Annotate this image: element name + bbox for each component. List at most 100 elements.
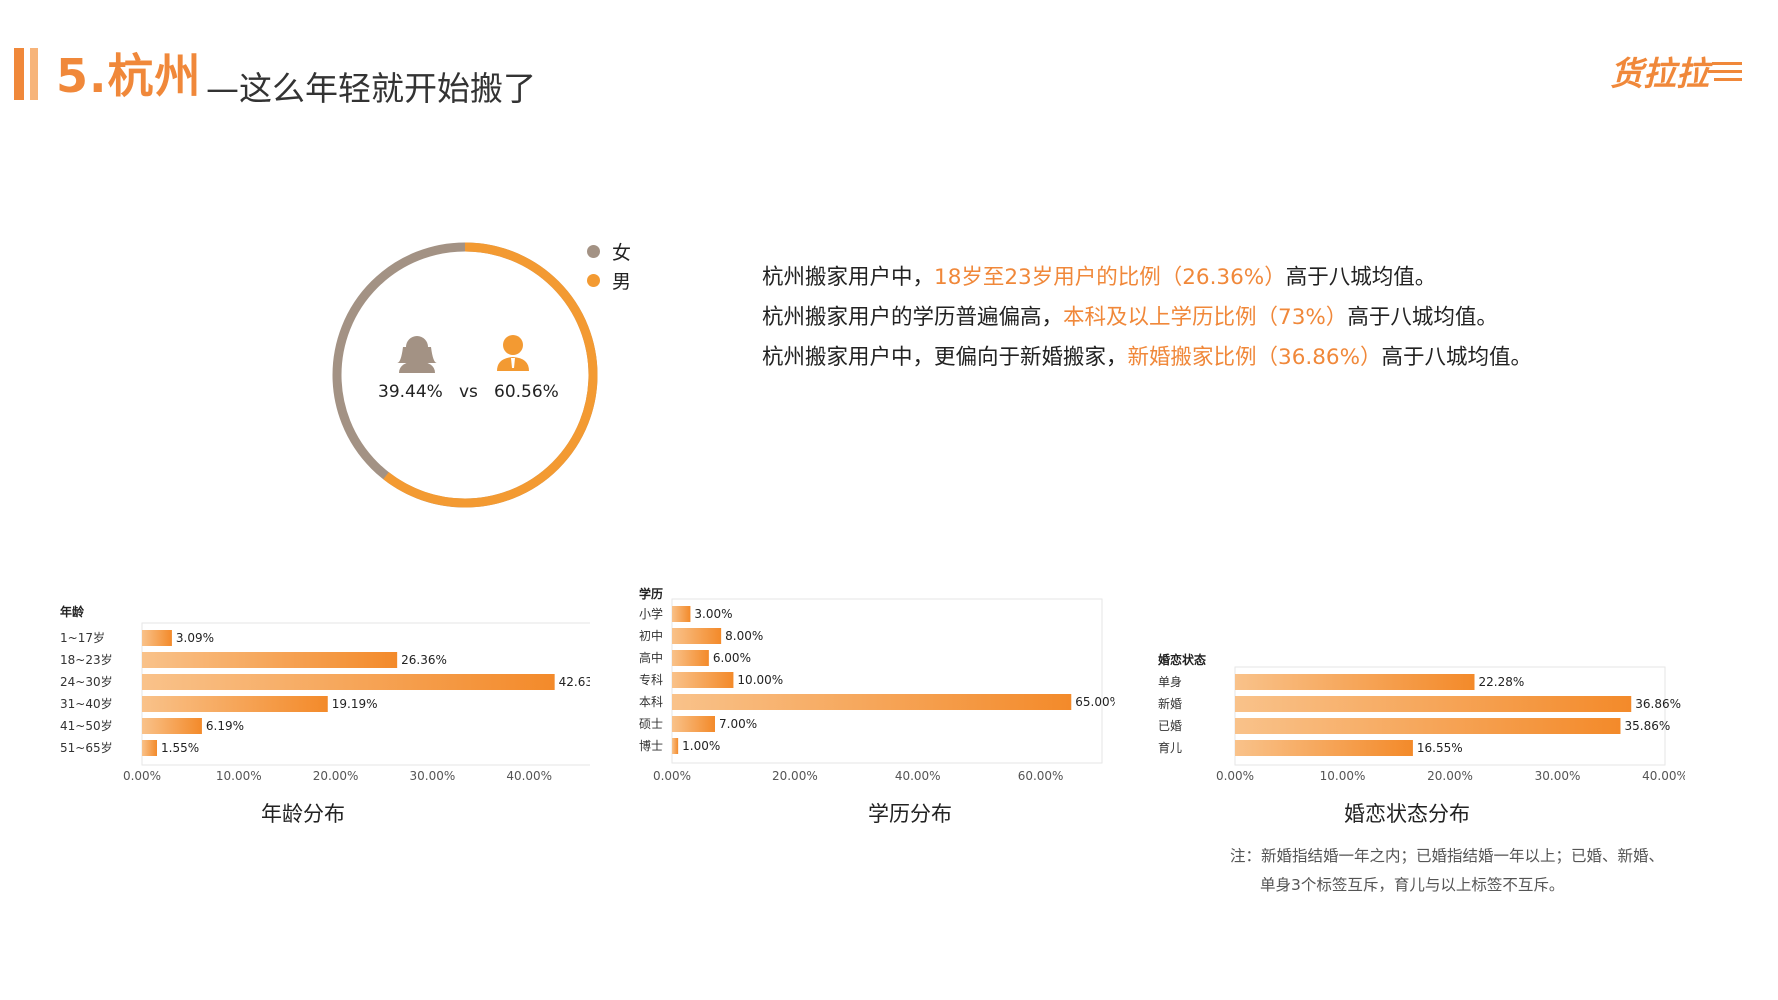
- category-label: 本科: [639, 695, 663, 709]
- bar: [672, 672, 734, 688]
- gender-legend: 女 男: [587, 237, 631, 295]
- tick-label: 0.00%: [653, 769, 691, 783]
- value-label: 8.00%: [725, 629, 763, 643]
- category-label: 51~65岁: [60, 740, 113, 755]
- note-line: 杭州搬家用户的学历普遍偏高，本科及以上学历比例（73%）高于八城均值。: [762, 305, 1498, 330]
- value-label: 16.55%: [1417, 741, 1463, 755]
- category-label: 18~23岁: [60, 652, 113, 667]
- tick-label: 20.00%: [313, 769, 359, 783]
- bar: [142, 718, 202, 734]
- axis-title: 婚恋状态: [1158, 652, 1206, 667]
- bar: [1235, 718, 1621, 734]
- category-label: 高中: [639, 650, 663, 665]
- page-subtitle: —这么年轻就开始搬了: [206, 69, 536, 108]
- education-chart-title: 学历分布: [868, 802, 952, 826]
- gender-donut: [332, 242, 598, 508]
- category-label: 新婚: [1158, 696, 1182, 711]
- value-label: 6.00%: [713, 651, 751, 665]
- plot-frame: [141, 622, 590, 766]
- category-label: 单身: [1158, 674, 1182, 689]
- tick-label: 40.00%: [895, 769, 941, 783]
- category-label: 已婚: [1158, 719, 1182, 733]
- value-label: 42.63%: [559, 675, 590, 689]
- note-line: 杭州搬家用户中，更偏向于新婚搬家，新婚搬家比例（36.86%）高于八城均值。: [762, 345, 1533, 370]
- category-label: 24~30岁: [60, 674, 113, 689]
- bar: [672, 650, 709, 666]
- marital-chart-title: 婚恋状态分布: [1344, 802, 1470, 826]
- tick-label: 10.00%: [216, 769, 262, 783]
- value-label: 36.86%: [1635, 697, 1681, 711]
- page-title: 5.杭州: [56, 49, 202, 103]
- bar: [1235, 674, 1475, 690]
- bar: [672, 694, 1072, 710]
- logo-text: 货拉拉: [1610, 54, 1714, 93]
- value-label: 22.28%: [1479, 675, 1525, 689]
- category-label: 硕士: [639, 717, 663, 731]
- axis-title: 年龄: [60, 604, 85, 619]
- vs-label: vs: [459, 382, 478, 402]
- category-label: 31~40岁: [60, 696, 113, 711]
- category-label: 育儿: [1158, 740, 1182, 755]
- bar: [142, 674, 555, 690]
- bar: [672, 628, 722, 644]
- donut-arc-male: [332, 242, 598, 508]
- value-label: 3.09%: [176, 631, 214, 645]
- tick-label: 30.00%: [410, 769, 456, 783]
- axis-title: 学历: [639, 586, 663, 601]
- category-label: 41~50岁: [60, 718, 113, 733]
- footnote-line-1: 注：新婚指结婚一年之内；已婚指结婚一年以上；已婚、新婚、: [1230, 847, 1665, 865]
- value-label: 7.00%: [719, 717, 757, 731]
- tick-label: 40.00%: [1642, 769, 1685, 783]
- bar: [672, 606, 691, 622]
- footnote-line-2: 单身3个标签互斥，育儿与以上标签不互斥。: [1260, 876, 1565, 894]
- tick-label: 20.00%: [772, 769, 818, 783]
- legend-item-male: 男: [587, 266, 631, 295]
- tick-label: 20.00%: [1427, 769, 1473, 783]
- female-legend-dot: [587, 245, 600, 258]
- value-label: 26.36%: [401, 653, 447, 667]
- bar: [1235, 696, 1632, 712]
- category-label: 博士: [639, 738, 663, 753]
- category-label: 1~17岁: [60, 630, 105, 645]
- tick-label: 30.00%: [1535, 769, 1581, 783]
- male-percentage: 60.56%: [494, 382, 559, 402]
- value-label: 3.00%: [694, 607, 732, 621]
- bar: [142, 740, 158, 756]
- category-label: 小学: [639, 606, 663, 621]
- tick-label: 40.00%: [506, 769, 552, 783]
- legend-label-female: 女: [612, 242, 632, 264]
- value-label: 35.86%: [1624, 719, 1670, 733]
- legend-item-female: 女: [587, 237, 631, 266]
- age-chart-title: 年龄分布: [261, 802, 345, 826]
- tick-label: 0.00%: [1216, 769, 1254, 783]
- bar: [142, 630, 172, 646]
- value-label: 6.19%: [206, 719, 244, 733]
- male-legend-dot: [587, 274, 600, 287]
- tick-label: 60.00%: [1018, 769, 1064, 783]
- bar: [672, 716, 715, 732]
- tick-label: 0.00%: [123, 769, 161, 783]
- bar: [672, 738, 679, 754]
- legend-label-male: 男: [612, 271, 632, 293]
- female-person-icon: [397, 336, 437, 373]
- title-accent-bar-light: [30, 48, 38, 100]
- bar: [142, 652, 398, 668]
- insight-notes: 杭州搬家用户中，18岁至23岁用户的比例（26.36%）高于八城均值。 杭州搬家…: [762, 258, 1532, 378]
- value-label: 65.00%: [1075, 695, 1115, 709]
- brand-logo: 货拉拉: [1610, 54, 1742, 93]
- value-label: 1.00%: [682, 739, 720, 753]
- tick-label: 10.00%: [1320, 769, 1366, 783]
- category-label: 初中: [639, 628, 663, 643]
- value-label: 1.55%: [161, 741, 199, 755]
- age-distribution-chart: 年龄 1~17岁 3.09% 18~23岁 26.36% 24~30岁 42.63% 31~4…: [60, 604, 590, 783]
- value-label: 19.19%: [332, 697, 378, 711]
- note-line: 杭州搬家用户中，18岁至23岁用户的比例（26.36%）高于八城均值。: [762, 265, 1437, 290]
- value-label: 10.00%: [737, 673, 783, 687]
- male-person-icon: [497, 335, 529, 371]
- bar: [1235, 740, 1413, 756]
- bar: [142, 696, 328, 712]
- category-label: 专科: [639, 672, 663, 687]
- title-accent-bar: [14, 48, 24, 100]
